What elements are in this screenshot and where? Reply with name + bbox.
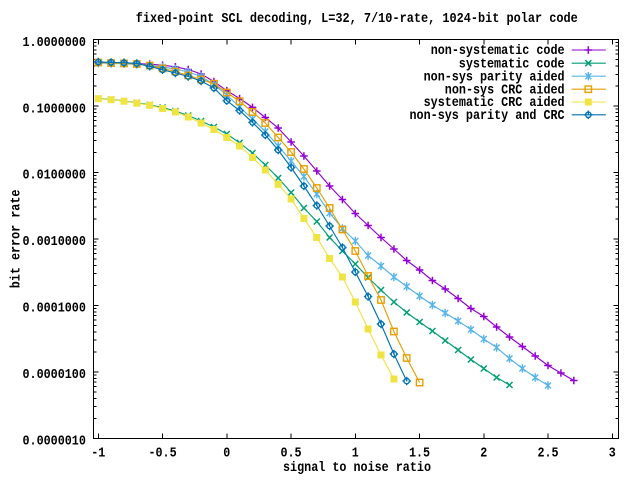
svg-text:systematic CRC aided: systematic CRC aided (424, 95, 565, 111)
svg-text:bit error rate: bit error rate (9, 190, 25, 289)
svg-text:non-systematic code: non-systematic code (431, 43, 565, 59)
svg-text:0.0000010: 0.0000010 (23, 434, 86, 450)
svg-text:-0.5: -0.5 (148, 446, 176, 462)
svg-text:0.0100000: 0.0100000 (23, 168, 86, 184)
svg-text:1.0000000: 1.0000000 (23, 35, 86, 51)
svg-text:signal to noise ratio: signal to noise ratio (283, 460, 431, 476)
svg-text:systematic code: systematic code (459, 56, 565, 72)
svg-text:3: 3 (609, 446, 616, 462)
svg-text:fixed-point SCL decoding, L=32: fixed-point SCL decoding, L=32, 7/10-rat… (136, 11, 578, 27)
svg-text:non-sys CRC aided: non-sys CRC aided (445, 82, 565, 98)
svg-text:2.5: 2.5 (538, 446, 559, 462)
svg-text:0.0000100: 0.0000100 (23, 367, 86, 383)
svg-text:0.1000000: 0.1000000 (23, 101, 86, 117)
svg-text:non-sys parity aided: non-sys parity aided (424, 69, 565, 85)
svg-text:-1: -1 (91, 446, 105, 462)
svg-text:2: 2 (480, 446, 487, 462)
svg-text:0: 0 (223, 446, 230, 462)
svg-text:1.5: 1.5 (409, 446, 430, 462)
svg-text:1: 1 (352, 446, 359, 462)
svg-text:0.5: 0.5 (281, 446, 302, 462)
svg-text:0.0010000: 0.0010000 (23, 234, 86, 250)
svg-text:non-sys parity and CRC: non-sys parity and CRC (410, 108, 566, 124)
svg-text:0.0001000: 0.0001000 (23, 301, 86, 317)
